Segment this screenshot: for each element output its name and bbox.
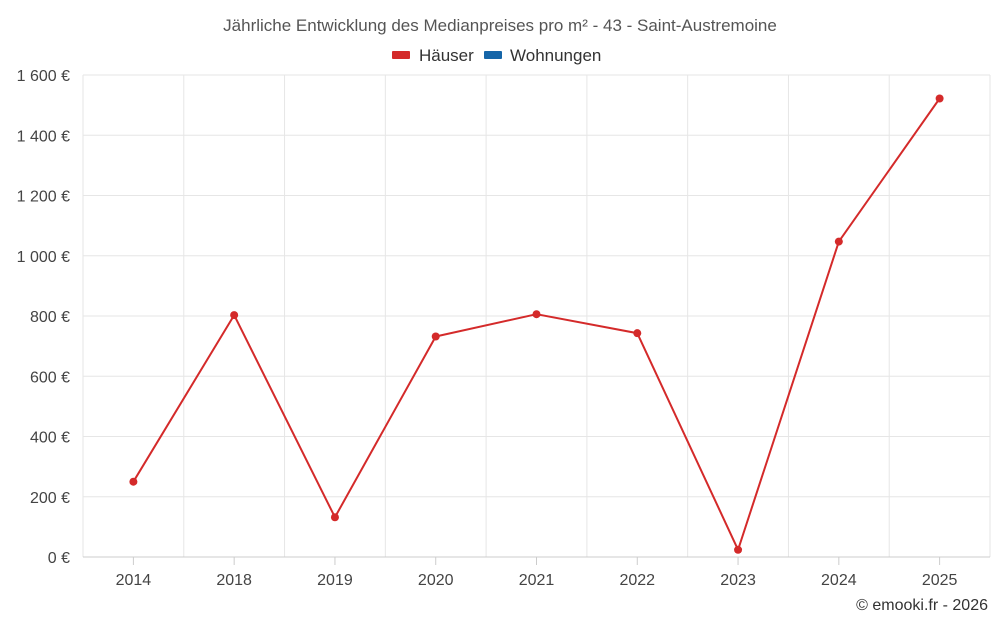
data-point[interactable] xyxy=(935,94,944,103)
x-axis-ticks: 2014 2018 2019 2020 2021 2022 2023 2024 2025 xyxy=(116,557,958,589)
y-axis-ticks: 0 € 200 € 400 € 600 € 800 € 1 000 € 1 200 € 1 4… xyxy=(17,68,70,567)
y-tick-label: 400 € xyxy=(30,430,70,447)
y-tick-label: 800 € xyxy=(30,309,70,326)
y-tick-label: 1 200 € xyxy=(17,189,70,206)
series-line xyxy=(132,97,941,551)
legend-label-haeuser: Häuser xyxy=(419,46,474,65)
x-tick-label: 2023 xyxy=(720,572,756,589)
y-tick-label: 200 € xyxy=(30,490,70,507)
legend-label-wohnungen: Wohnungen xyxy=(510,46,601,65)
x-tick-label: 2018 xyxy=(216,572,252,589)
y-tick-label: 1 000 € xyxy=(17,249,70,266)
data-point[interactable] xyxy=(834,237,843,246)
legend: Häuser Wohnungen xyxy=(392,46,601,65)
legend-swatch-wohnungen xyxy=(484,51,502,59)
y-tick-label: 0 € xyxy=(48,550,70,567)
legend-swatch-haeuser xyxy=(392,51,410,59)
series xyxy=(129,94,944,554)
data-point[interactable] xyxy=(633,329,642,338)
x-tick-label: 2024 xyxy=(821,572,857,589)
data-point[interactable] xyxy=(431,332,440,341)
data-point[interactable] xyxy=(330,513,339,522)
x-tick-label: 2021 xyxy=(519,572,555,589)
x-tick-label: 2022 xyxy=(619,572,655,589)
x-tick-label: 2025 xyxy=(922,572,958,589)
legend-item-wohnungen[interactable]: Wohnungen xyxy=(484,46,601,65)
x-tick-label: 2019 xyxy=(317,572,353,589)
y-tick-label: 1 400 € xyxy=(17,128,70,145)
x-tick-label: 2020 xyxy=(418,572,454,589)
data-point[interactable] xyxy=(734,545,743,554)
y-tick-label: 1 600 € xyxy=(17,68,70,85)
chart-title: Jährliche Entwicklung des Medianpreises … xyxy=(223,16,777,35)
x-tick-label: 2014 xyxy=(116,572,152,589)
data-point[interactable] xyxy=(129,477,138,486)
credit-text: © emooki.fr - 2026 xyxy=(856,597,988,614)
data-point[interactable] xyxy=(532,310,541,319)
data-point[interactable] xyxy=(230,311,239,320)
legend-item-haeuser[interactable]: Häuser xyxy=(392,46,474,65)
gridlines xyxy=(82,74,991,557)
y-tick-label: 600 € xyxy=(30,369,70,386)
